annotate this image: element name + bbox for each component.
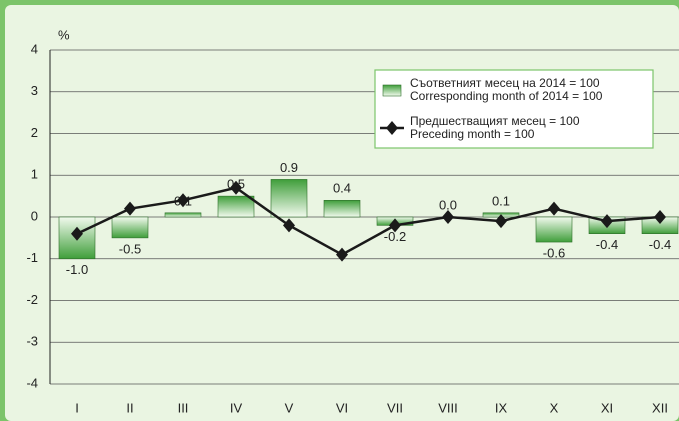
data-label: 0.4 [333,181,351,196]
marker [548,201,560,216]
legend-label-line: Съответният месец на 2014 = 100 [410,76,600,90]
marker [495,214,507,229]
legend-label: Съответният месец на 2014 = 100 Correspon… [410,76,603,103]
y-tick-label: -1 [26,250,38,265]
x-tick-label: IX [495,400,508,415]
bar [270,179,308,218]
x-tick-label: IV [230,400,243,415]
bar [164,212,202,218]
legend-label: Предшестващият месец = 100 Preceding mont… [410,114,580,141]
legend-label-line: Предшестващият месец = 100 [410,114,580,128]
y-tick-label: -2 [26,292,38,307]
y-tick-label: 4 [31,41,38,56]
marker [601,214,613,229]
x-tick-label: VII [387,400,403,415]
marker [71,226,83,241]
marker [177,193,189,208]
y-tick-label: 2 [31,125,38,140]
marker [124,201,136,216]
bar [323,200,361,218]
data-label: 0.0 [439,197,457,212]
x-tick-label: III [178,400,189,415]
bar [111,216,149,239]
x-tick-label: XII [652,400,668,415]
marker [336,247,348,262]
line [76,186,661,257]
marker [230,180,242,195]
bar [535,216,573,243]
y-tick-label: 1 [31,167,38,182]
bar [217,195,255,218]
x-tick-label: VI [336,400,348,415]
data-label: -0.4 [596,237,618,252]
marker [654,210,666,224]
marker [389,218,401,233]
marker [442,210,454,224]
x-tick-label: V [285,400,294,415]
legend-marker [386,121,398,135]
y-tick-label: -3 [26,334,38,349]
y-axis-label: % [58,27,70,42]
data-label: 0.1 [492,193,510,208]
x-tick-label: XI [601,400,613,415]
legend: Съответният месец на 2014 = 100 Correspon… [374,69,654,149]
x-tick-label: I [75,400,79,415]
data-label: 0.9 [280,160,298,175]
y-tick-label: -4 [26,375,38,390]
legend-swatch [382,84,402,97]
data-label: -0.4 [649,237,671,252]
data-label: -0.5 [119,241,141,256]
data-label: -1.0 [66,262,88,277]
data-label: -0.6 [543,245,565,260]
x-tick-label: X [550,400,559,415]
x-tick-label: VIII [438,400,458,415]
legend-box [374,69,654,149]
legend-label-line: Corresponding month of 2014 = 100 [410,89,603,103]
legend-label-line: Preceding month = 100 [410,127,535,141]
y-tick-label: 3 [31,83,38,98]
marker [283,218,295,233]
y-tick-label: 0 [31,208,38,223]
data-label: -0.2 [384,229,406,244]
x-tick-label: II [126,400,133,415]
